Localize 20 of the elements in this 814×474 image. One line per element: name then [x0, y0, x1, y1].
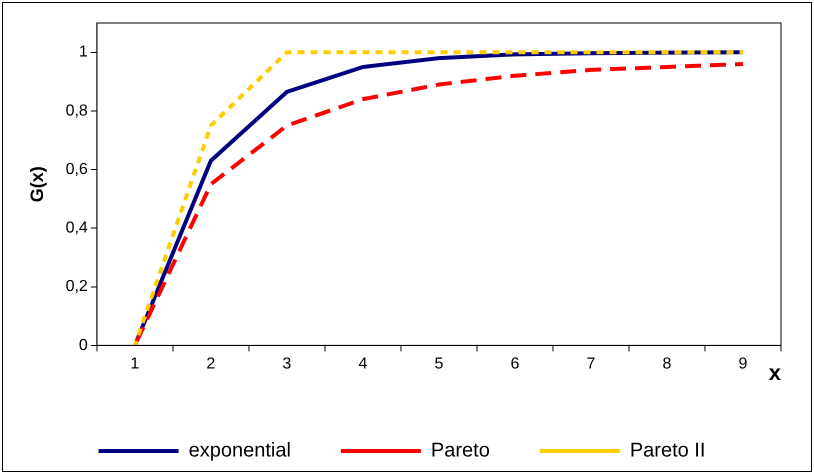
y-tick-label: 0,6 [66, 160, 88, 178]
legend-label: Pareto [430, 440, 490, 462]
y-axis-title: G(x) [26, 166, 47, 202]
x-tick-label: 9 [738, 355, 748, 372]
legend-label: Pareto II [630, 440, 706, 462]
x-tick-label: 2 [206, 355, 216, 372]
y-tick-label: 0 [78, 336, 88, 354]
x-tick-label: 5 [434, 355, 444, 372]
y-tick-label: 0,4 [66, 220, 88, 237]
x-tick-label: 7 [586, 355, 596, 372]
x-axis-title: x [768, 360, 782, 385]
legend-label: exponential [188, 440, 291, 462]
y-tick-label: 0,8 [66, 102, 88, 120]
x-tick-label: 8 [662, 355, 672, 372]
x-tick-label: 6 [510, 355, 520, 372]
y-tick-label: 1 [78, 44, 88, 61]
x-tick-label: 1 [130, 355, 140, 372]
x-tick-label: 3 [282, 355, 292, 372]
x-tick-label: 4 [358, 355, 368, 372]
y-tick-label: 0,2 [66, 278, 88, 296]
